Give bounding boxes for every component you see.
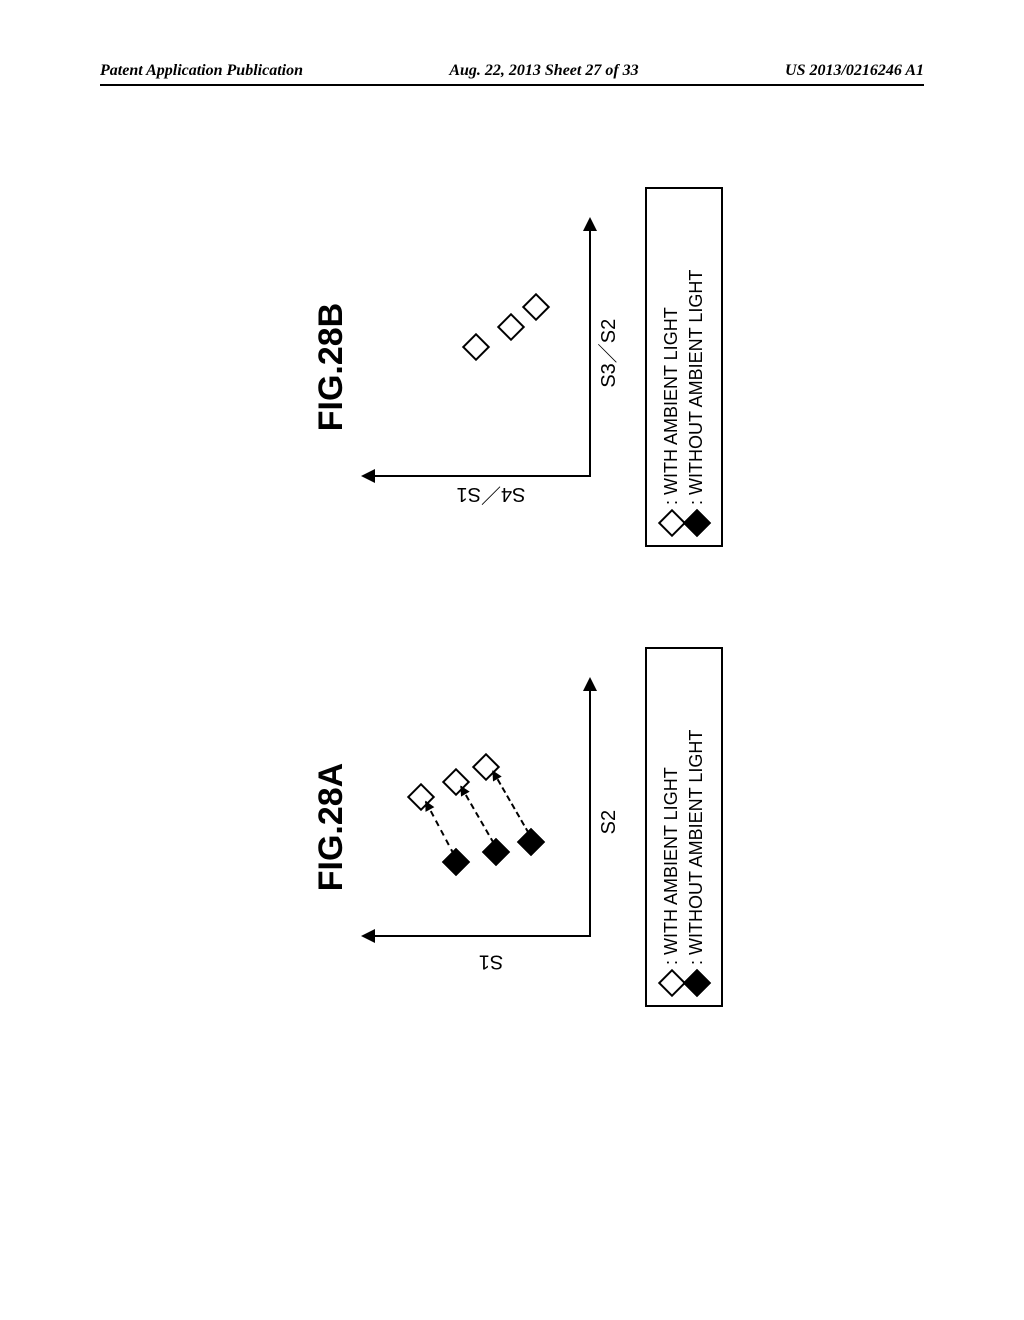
y-axis-arrow-icon <box>361 469 375 483</box>
data-point-filled <box>442 848 470 876</box>
y-axis <box>371 935 591 937</box>
legend-row-open: : WITH AMBIENT LIGHT <box>661 661 682 993</box>
page-header: Patent Application Publication Aug. 22, … <box>100 62 924 80</box>
header-rule <box>100 84 924 86</box>
x-axis <box>589 227 591 477</box>
y-axis <box>371 475 591 477</box>
chart-28b: S4／S1 S3／S2 <box>361 217 621 517</box>
diamond-filled-icon <box>682 509 710 537</box>
header-left: Patent Application Publication <box>100 62 303 80</box>
data-point-open <box>522 293 550 321</box>
legend-filled-label: : WITHOUT AMBIENT LIGHT <box>686 730 707 965</box>
chart-28a: S1 S2 <box>361 677 621 977</box>
trend-arrow-icon <box>492 771 530 834</box>
x-axis-label: S2 <box>598 810 621 834</box>
legend-open-label: : WITH AMBIENT LIGHT <box>661 767 682 965</box>
figure-28b-title: FIG.28B <box>312 152 351 582</box>
figure-28a: FIG.28A S1 S2 : WITH AMBIENT LIGHT : WIT… <box>312 612 723 1042</box>
legend-row-filled: : WITHOUT AMBIENT LIGHT <box>686 661 707 993</box>
data-point-open <box>497 313 525 341</box>
trend-arrow-icon <box>425 801 455 855</box>
y-axis-label: S4／S1 <box>457 482 526 511</box>
trend-arrow-icon <box>460 786 495 844</box>
diamond-open-icon <box>657 509 685 537</box>
header-center: Aug. 22, 2013 Sheet 27 of 33 <box>449 62 638 80</box>
rotated-content: FIG.28A S1 S2 : WITH AMBIENT LIGHT : WIT… <box>0 148 1024 1172</box>
y-axis-arrow-icon <box>361 929 375 943</box>
diamond-open-icon <box>657 969 685 997</box>
x-axis-arrow-icon <box>583 677 597 691</box>
data-point-filled <box>517 828 545 856</box>
figure-28b: FIG.28B S4／S1 S3／S2 : WITH AMBIENT LIGHT… <box>312 152 723 582</box>
x-axis-arrow-icon <box>583 217 597 231</box>
legend-28a: : WITH AMBIENT LIGHT : WITHOUT AMBIENT L… <box>645 647 723 1007</box>
diamond-filled-icon <box>682 969 710 997</box>
legend-open-label: : WITH AMBIENT LIGHT <box>661 307 682 505</box>
legend-28b: : WITH AMBIENT LIGHT : WITHOUT AMBIENT L… <box>645 187 723 547</box>
legend-row-open: : WITH AMBIENT LIGHT <box>661 201 682 533</box>
legend-row-filled: : WITHOUT AMBIENT LIGHT <box>686 201 707 533</box>
data-point-open <box>462 333 490 361</box>
y-axis-label: S1 <box>479 949 503 972</box>
legend-filled-label: : WITHOUT AMBIENT LIGHT <box>686 270 707 505</box>
figure-28a-title: FIG.28A <box>312 612 351 1042</box>
page: Patent Application Publication Aug. 22, … <box>0 0 1024 1320</box>
header-right: US 2013/0216246 A1 <box>785 62 924 80</box>
x-axis-label: S3／S2 <box>592 319 621 388</box>
x-axis <box>589 687 591 937</box>
data-point-filled <box>482 838 510 866</box>
